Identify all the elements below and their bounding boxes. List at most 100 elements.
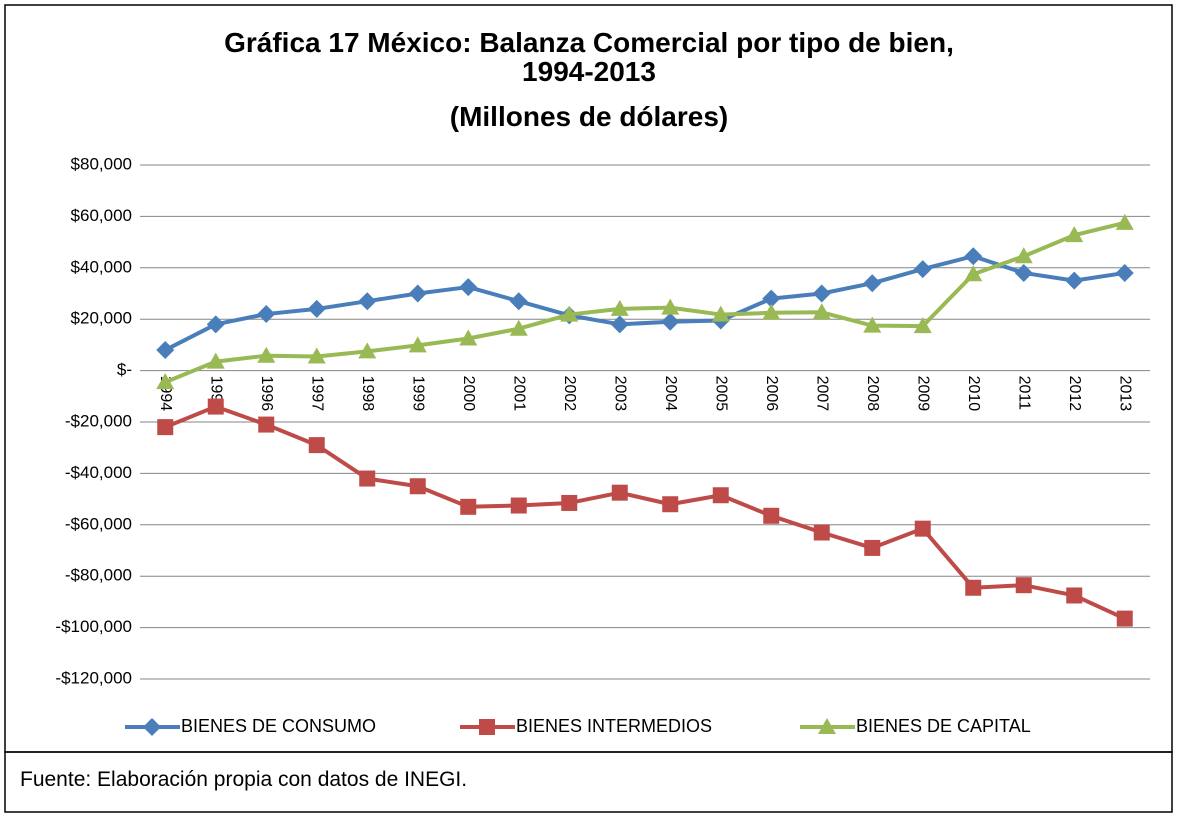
marker [964,265,983,282]
marker [965,579,982,596]
x-tick-label: 2003 [612,376,629,412]
y-tick-label: $80,000 [71,154,132,173]
x-tick-label: 1999 [410,376,427,412]
x-tick-label: 2004 [662,376,679,412]
marker [1115,263,1134,282]
source-note: Fuente: Elaboración propia con datos de … [20,768,468,791]
marker [156,373,175,390]
marker [409,478,426,495]
marker [408,336,427,353]
marker [308,437,325,454]
y-tick-label: $20,000 [71,309,132,328]
marker [763,507,780,524]
marker [610,299,629,316]
x-tick-label: 1998 [359,376,376,412]
marker [1065,271,1084,290]
marker [863,316,882,333]
y-tick-label: -$80,000 [65,566,132,585]
marker [307,299,326,318]
x-tick-label: 2001 [511,376,528,412]
marker [762,303,781,320]
x-tick-label: 2012 [1066,376,1083,412]
marker [510,497,527,514]
marker [560,305,579,322]
x-tick-label: 2013 [1117,376,1134,412]
marker [459,329,478,346]
legend-label: BIENES DE CAPITAL [856,716,1031,736]
marker [257,305,276,324]
y-tick-label: -$120,000 [55,668,132,687]
chart-subtitle: (Millones de dólares) [449,101,729,132]
marker [257,346,276,363]
legend-label: BIENES INTERMEDIOS [516,716,712,736]
marker [914,520,931,537]
y-tick-label: $60,000 [71,206,132,225]
marker [661,298,680,315]
x-tick-label: 2002 [561,376,578,412]
marker [207,398,224,415]
y-tick-label: $40,000 [71,257,132,276]
legend-label: BIENES DE CONSUMO [181,716,376,736]
series-line [164,254,1126,352]
x-tick-label: 2011 [1016,376,1033,411]
marker [359,470,376,487]
x-tick-label: 2009 [915,376,932,412]
marker [1066,587,1083,604]
chart-title: Gráfica 17 México: Balanza Comercial por… [224,27,954,87]
marker [712,487,729,504]
marker [818,718,836,734]
marker [863,274,882,293]
marker [610,315,629,334]
marker [358,292,377,311]
marker [157,419,174,436]
marker [812,303,831,320]
x-tick-label: 2008 [864,376,881,412]
marker [1014,247,1033,264]
x-tick-label: 2006 [763,376,780,412]
marker [864,539,881,556]
x-tick-label: 1996 [258,376,275,412]
marker [812,284,831,303]
marker [913,260,932,279]
x-tick-label: 2000 [460,376,477,412]
marker [358,342,377,359]
marker [460,498,477,515]
marker [561,494,578,511]
y-tick-label: $- [117,360,132,379]
source-border [4,751,1173,813]
y-tick-label: -$20,000 [65,411,132,430]
x-tick-label: 2007 [814,376,831,412]
series-line [164,404,1126,621]
y-tick-label: -$40,000 [65,463,132,482]
marker [1116,610,1133,627]
marker [206,352,225,369]
marker [459,278,478,297]
y-tick-label: -$60,000 [65,514,132,533]
marker [206,315,225,334]
marker [509,292,528,311]
marker [479,719,495,735]
y-tick-label: -$100,000 [55,617,132,636]
x-tick-label: 1997 [309,376,326,412]
marker [509,319,528,336]
marker [258,416,275,433]
marker [156,341,175,360]
chart-title-box: Gráfica 17 México: Balanza Comercial por… [0,28,1178,86]
marker [661,312,680,331]
marker [913,317,932,334]
marker [711,305,730,322]
marker [143,718,161,736]
marker [408,284,427,303]
marker [307,347,326,364]
marker [1015,577,1032,594]
x-tick-label: 2010 [965,376,982,412]
marker [662,496,679,513]
marker [813,524,830,541]
marker [1115,213,1134,230]
marker [964,247,983,266]
series-line [164,220,1126,385]
marker [1014,263,1033,282]
marker [1065,226,1084,243]
